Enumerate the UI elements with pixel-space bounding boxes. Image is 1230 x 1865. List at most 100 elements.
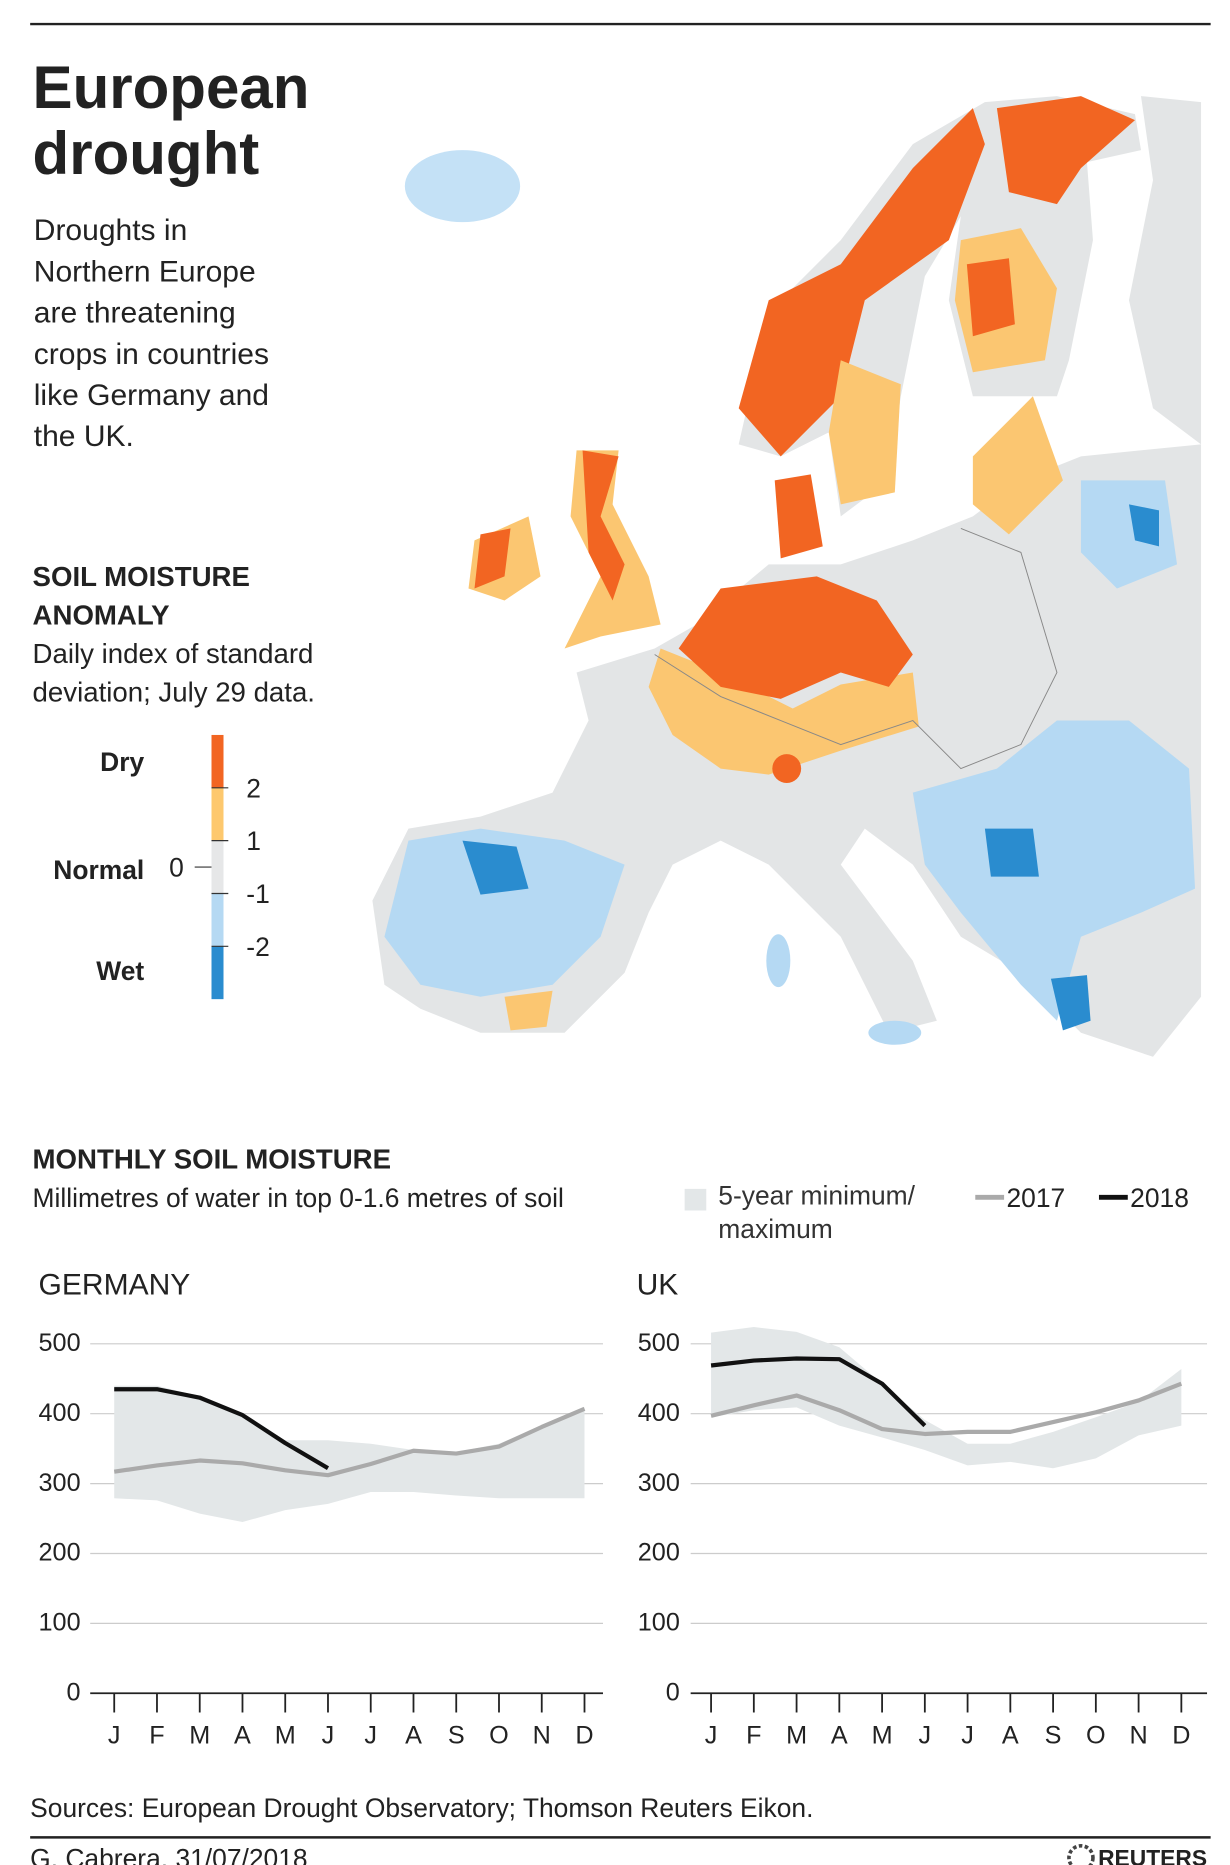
title: drought xyxy=(33,120,260,187)
subtitle: are threatening xyxy=(34,297,236,330)
x-tick-label: J xyxy=(919,1722,932,1750)
x-tick-label: M xyxy=(872,1722,893,1750)
borders xyxy=(654,527,1058,770)
section-title: MONTHLY SOIL MOISTURE xyxy=(33,1143,391,1174)
colorbar-band xyxy=(211,787,224,841)
y-tick-label: 500 xyxy=(638,1329,680,1357)
dry-baltics xyxy=(972,396,1063,535)
russia xyxy=(1128,96,1202,445)
wet-iberia xyxy=(384,828,625,997)
subtitle: like Germany and xyxy=(34,379,269,412)
x-tick-label: D xyxy=(1172,1722,1190,1750)
reuters-logo xyxy=(1067,1843,1095,1865)
series-line xyxy=(710,1381,1183,1437)
legend-label: 2018 xyxy=(1130,1183,1189,1213)
y-tick-label: 200 xyxy=(638,1539,680,1567)
legend-title: SOIL MOISTURE xyxy=(33,561,250,592)
legend-label: 2017 xyxy=(1006,1183,1065,1213)
legend-label: 5-year minimum/ maximum xyxy=(718,1180,916,1245)
x-tick-label: O xyxy=(1086,1722,1106,1750)
y-tick-label: 100 xyxy=(638,1609,680,1637)
dry-finland-core xyxy=(966,258,1015,337)
x-tick-label: J xyxy=(322,1722,335,1750)
x-tick-label: O xyxy=(489,1722,509,1750)
y-tick-label: 300 xyxy=(39,1469,81,1497)
colorbar-tick-label: 0 xyxy=(169,853,184,883)
x-tick-label: A xyxy=(1002,1722,1019,1750)
legend-label-text: 5-year minimum/ maximum xyxy=(718,1180,916,1245)
legend-description: Daily index of standard xyxy=(33,638,314,669)
wet-balkans-core xyxy=(984,828,1039,877)
wet-greece xyxy=(1050,975,1091,1031)
x-tick-label: J xyxy=(108,1722,121,1750)
x-tick-label: N xyxy=(1129,1722,1147,1750)
colorbar-band xyxy=(211,840,224,894)
wet-belarus xyxy=(1080,480,1178,589)
dry-germany xyxy=(678,576,913,699)
y-tick-label: 0 xyxy=(666,1678,680,1706)
legend-description: deviation; July 29 data. xyxy=(33,676,315,707)
dry-norway xyxy=(738,108,985,457)
x-tick-label: J xyxy=(961,1722,974,1750)
iceland xyxy=(404,150,521,223)
wet-iberia-core xyxy=(462,840,529,895)
x-tick-label: S xyxy=(1045,1722,1062,1750)
series-line xyxy=(710,1356,927,1428)
wet-balkans xyxy=(912,720,1196,1021)
y-tick-label: 500 xyxy=(39,1329,81,1357)
title: European xyxy=(33,54,310,121)
min-max-band xyxy=(711,1327,1182,1469)
colorbar-tick-label: -2 xyxy=(246,932,269,962)
x-tick-label: A xyxy=(234,1722,251,1750)
subtitle: Droughts in xyxy=(34,214,188,247)
colorbar-tick-label: -1 xyxy=(246,879,269,909)
series-line xyxy=(113,1406,586,1478)
y-tick-label: 400 xyxy=(39,1399,81,1427)
x-tick-label: J xyxy=(364,1722,377,1750)
wet-sardinia xyxy=(766,934,791,988)
subtitle: crops in countries xyxy=(34,338,269,371)
x-tick-label: N xyxy=(533,1722,551,1750)
min-max-band xyxy=(114,1385,585,1523)
wet-sicily xyxy=(868,1020,922,1045)
colorbar-label: Normal xyxy=(53,855,144,885)
chart-title: UK xyxy=(637,1269,679,1302)
x-tick-label: M xyxy=(786,1722,807,1750)
x-tick-label: J xyxy=(705,1722,718,1750)
dry-ireland xyxy=(474,528,511,589)
dry-switzerland xyxy=(772,754,802,783)
x-tick-label: A xyxy=(831,1722,848,1750)
colorbar-band xyxy=(211,734,224,788)
x-tick-label: D xyxy=(575,1722,593,1750)
legend-title: ANOMALY xyxy=(33,599,170,630)
colorbar-tick-label: 2 xyxy=(246,773,261,803)
section-subtitle: Millimetres of water in top 0-1.6 metres… xyxy=(33,1183,564,1213)
dry-denmark xyxy=(774,474,823,559)
sources: Sources: European Drought Observatory; T… xyxy=(30,1793,813,1823)
brand: REUTERS xyxy=(1098,1845,1207,1865)
colorbar-band xyxy=(211,893,224,947)
credit: G. Cabrera, 31/07/2018 xyxy=(30,1843,307,1865)
colorbar-label: Dry xyxy=(100,747,144,777)
x-tick-label: F xyxy=(149,1722,164,1750)
colorbar-band xyxy=(211,946,224,1000)
wet-belarus-core xyxy=(1128,504,1160,547)
dry-lapland xyxy=(996,96,1135,205)
y-tick-label: 0 xyxy=(67,1678,81,1706)
x-tick-label: F xyxy=(746,1722,761,1750)
series-line xyxy=(114,1387,330,1471)
chart-title: GERMANY xyxy=(39,1269,191,1302)
y-tick-label: 400 xyxy=(638,1399,680,1427)
colorbar-tick-label: 1 xyxy=(246,826,261,856)
colorbar-label: Wet xyxy=(96,956,144,986)
y-tick-label: 300 xyxy=(638,1469,680,1497)
dry-england xyxy=(582,450,625,601)
subtitle: Northern Europe xyxy=(34,255,256,288)
x-tick-label: A xyxy=(405,1722,422,1750)
map xyxy=(372,96,1202,1057)
dry-andalusia xyxy=(504,990,553,1031)
x-tick-label: S xyxy=(448,1722,465,1750)
y-tick-label: 100 xyxy=(39,1609,81,1637)
